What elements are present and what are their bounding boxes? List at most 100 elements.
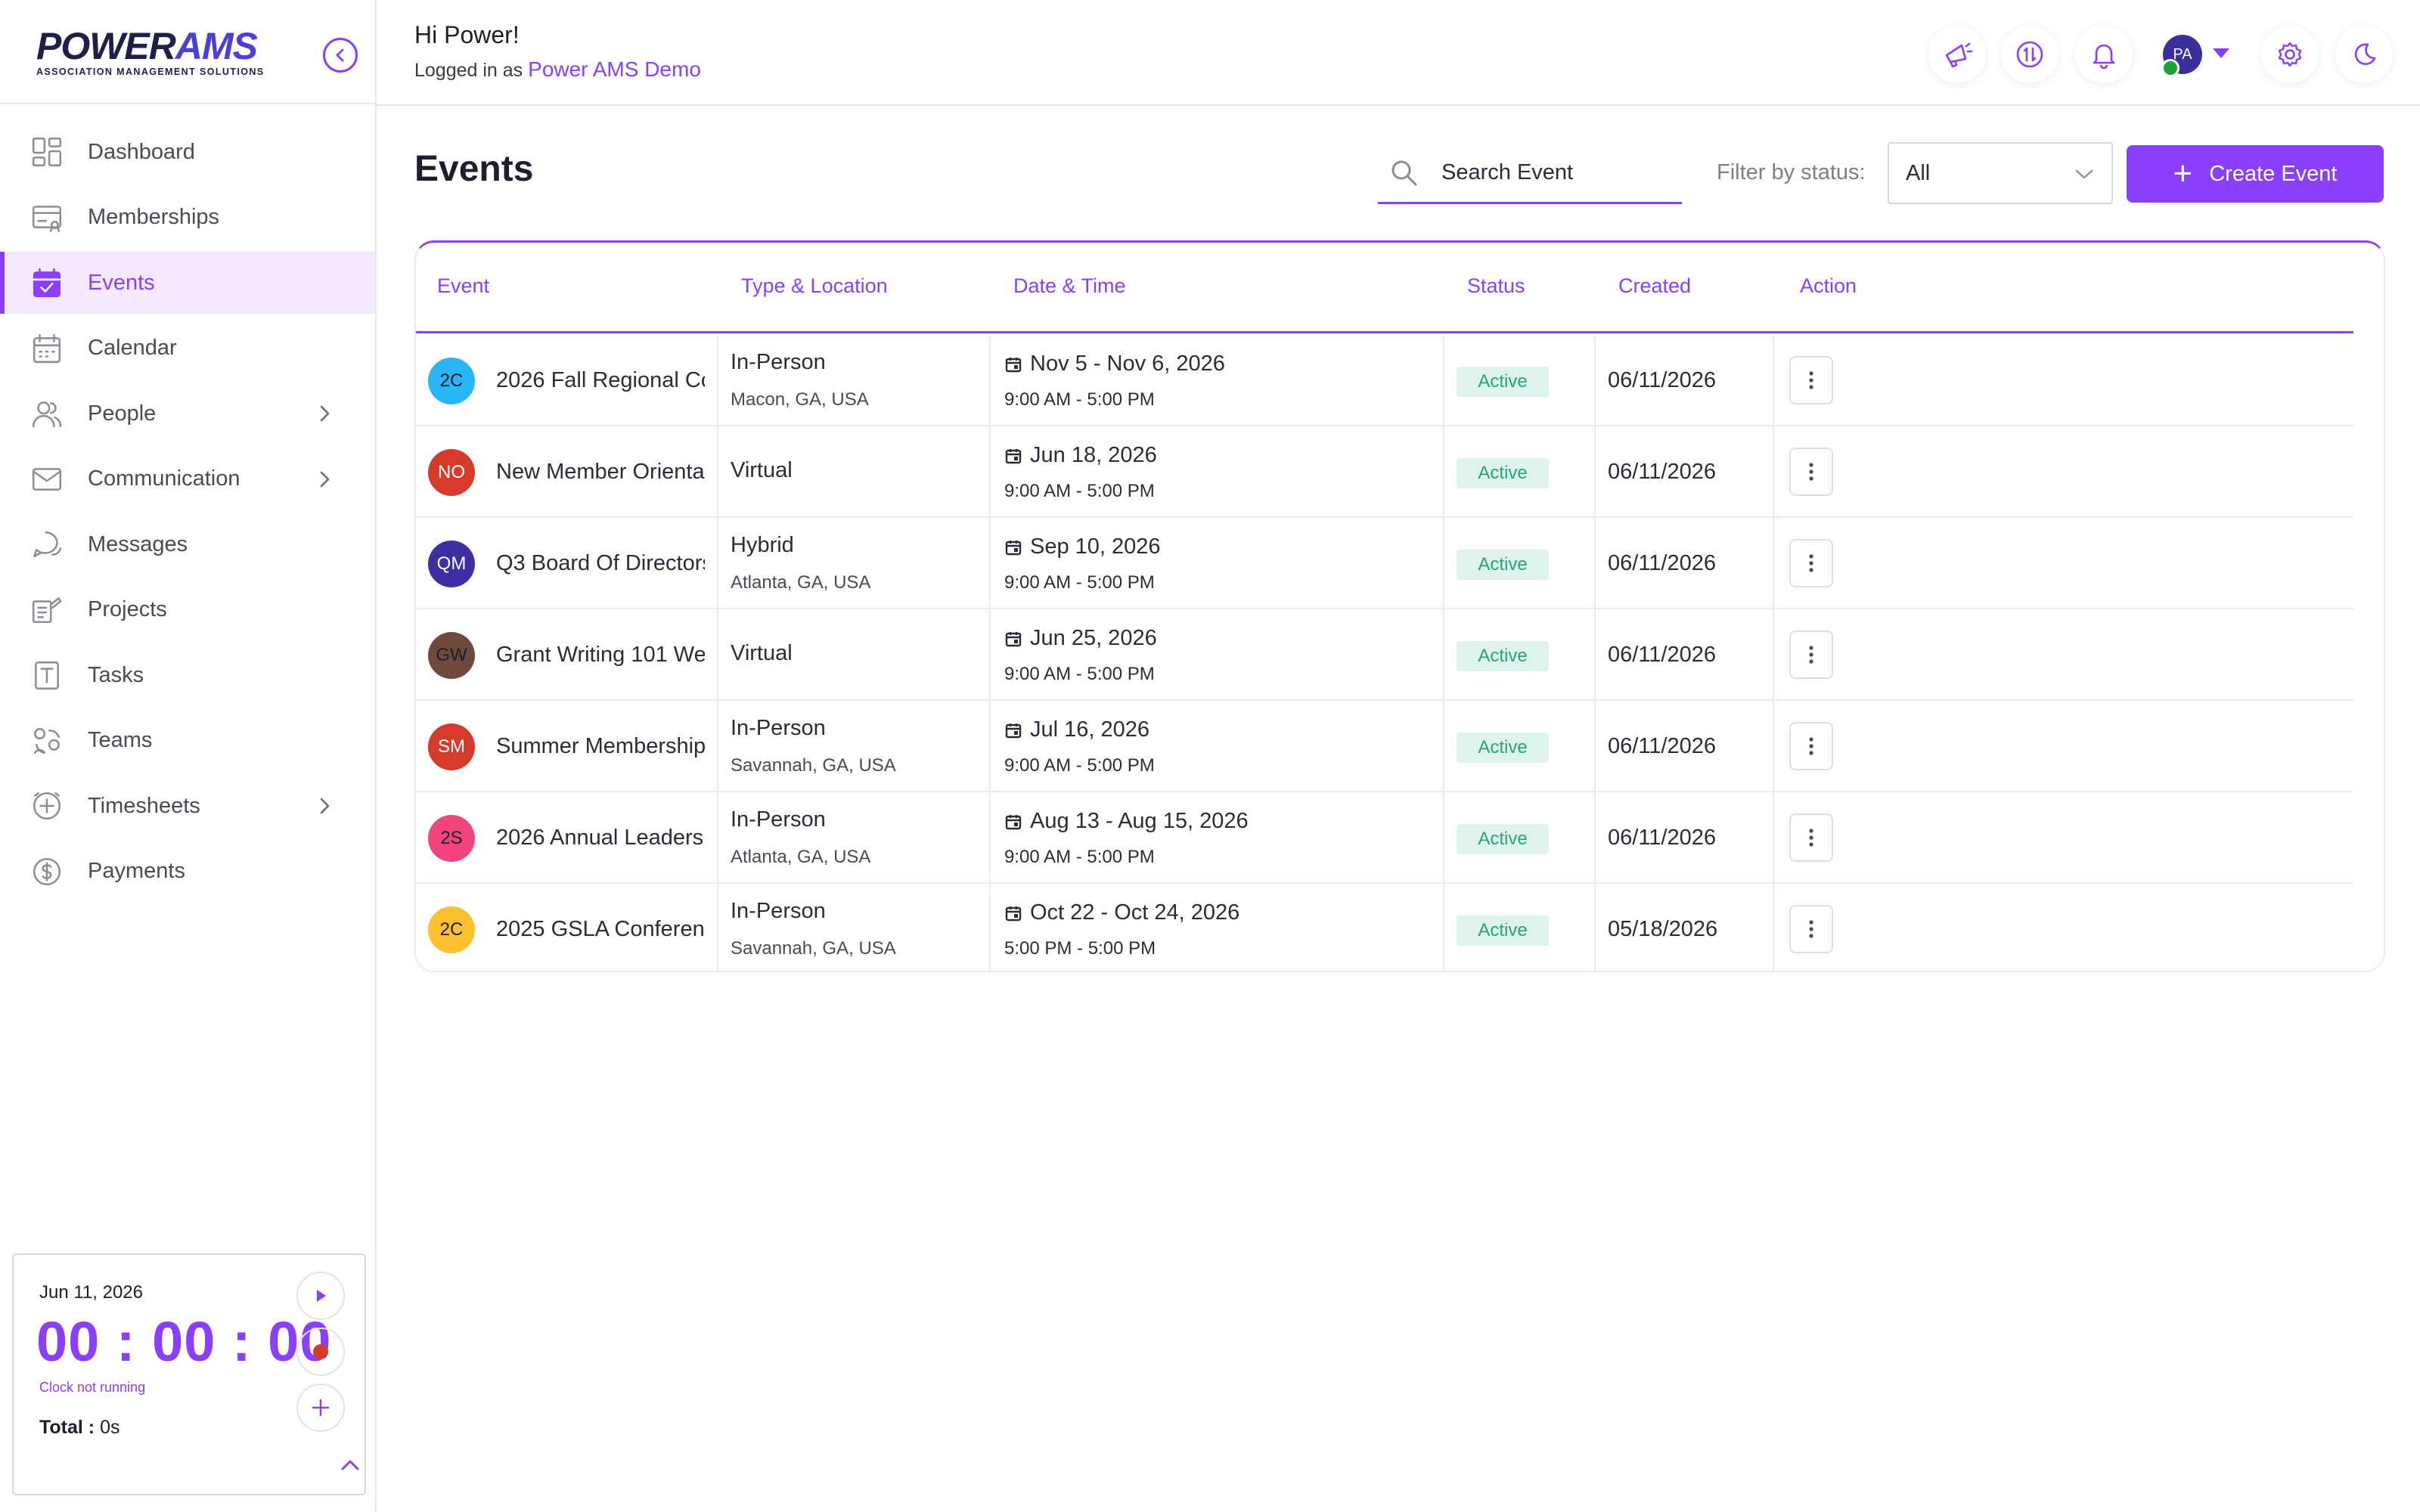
sidebar-item-tasks[interactable]: Tasks: [0, 644, 375, 706]
settings-button[interactable]: [2261, 26, 2319, 83]
column-header-event[interactable]: Event: [437, 274, 490, 297]
avatar: PA: [2163, 35, 2202, 74]
announcements-button[interactable]: [1928, 26, 1986, 83]
sidebar-item-calendar[interactable]: Calendar: [0, 318, 375, 380]
created-date: 06/11/2026: [1608, 826, 1716, 850]
sync-button[interactable]: [2001, 26, 2059, 83]
chevron-right-icon: [320, 471, 330, 487]
create-event-button[interactable]: + Create Event: [2127, 145, 2384, 203]
sidebar-item-payments[interactable]: Payments: [0, 841, 375, 903]
user-menu[interactable]: PA: [2161, 26, 2254, 83]
column-header-date-time[interactable]: Date & Time: [1013, 274, 1126, 297]
sidebar-nav: Dashboard Memberships Events Calendar People…: [0, 121, 375, 906]
sidebar-item-label: Communication: [88, 466, 240, 491]
event-avatar: 2C: [428, 358, 475, 404]
sidebar-item-people[interactable]: People: [0, 383, 375, 445]
calendar-icon: [30, 332, 64, 365]
sidebar-item-label: Memberships: [88, 205, 220, 229]
event-time: 9:00 AM - 5:00 PM: [1004, 755, 1155, 776]
projects-icon: [30, 593, 64, 627]
greeting: Hi Power!: [414, 21, 520, 48]
timer-play-button[interactable]: [296, 1272, 345, 1320]
sidebar-item-label: Calendar: [88, 336, 177, 360]
cell-divider: [717, 518, 718, 609]
cell-divider: [1594, 426, 1596, 518]
table-row[interactable]: SM Summer Membership Mixer In-Person Savann…: [416, 701, 2353, 792]
cell-divider: [1594, 335, 1596, 426]
chevron-right-icon: [320, 405, 330, 422]
kebab-menu-icon: [1809, 829, 1813, 847]
row-action-menu-button[interactable]: [1789, 631, 1833, 679]
table-row[interactable]: 2C 2026 Fall Regional Conference In-Person…: [416, 335, 2353, 426]
cell-divider: [1594, 792, 1596, 884]
row-action-menu-button[interactable]: [1789, 813, 1833, 862]
event-time: 9:00 AM - 5:00 PM: [1004, 664, 1155, 684]
cell-divider: [1443, 792, 1444, 884]
table-row[interactable]: QM Q3 Board Of Directors Meeting Hybrid Atl…: [416, 518, 2353, 609]
sidebar-item-memberships[interactable]: Memberships: [0, 187, 375, 249]
timer-total: Total : 0s: [39, 1417, 120, 1438]
cell-divider: [717, 884, 718, 971]
event-name[interactable]: Q3 Board Of Directors Meeting: [496, 551, 705, 575]
sidebar-item-label: Dashboard: [88, 139, 195, 164]
column-header-created[interactable]: Created: [1618, 274, 1692, 297]
created-date: 06/11/2026: [1608, 460, 1716, 484]
sidebar-item-messages[interactable]: Messages: [0, 513, 375, 575]
status-filter-select[interactable]: All: [1888, 142, 2113, 204]
timer-collapse-button[interactable]: [340, 1458, 360, 1476]
megaphone-icon: [1945, 42, 1973, 68]
row-action-menu-button[interactable]: [1789, 539, 1833, 587]
column-header-type-location[interactable]: Type & Location: [741, 274, 888, 297]
cell-divider: [1443, 426, 1444, 518]
event-time: 9:00 AM - 5:00 PM: [1004, 572, 1155, 593]
column-header-status[interactable]: Status: [1467, 274, 1525, 297]
org-name-link[interactable]: Power AMS Demo: [528, 57, 701, 81]
timer-clock: 00 : 00 : 00: [36, 1310, 332, 1373]
cell-divider: [989, 884, 991, 971]
search-input[interactable]: [1441, 160, 1676, 185]
sidebar-item-timesheets[interactable]: Timesheets: [0, 775, 375, 837]
event-name[interactable]: 2026 Annual Leadership Summit: [496, 826, 705, 850]
cell-divider: [717, 609, 718, 701]
cell-divider: [717, 701, 718, 792]
table-row[interactable]: 2S 2026 Annual Leadership Summit In-Person…: [416, 792, 2353, 884]
event-name[interactable]: Grant Writing 101 Webinar: [496, 643, 705, 667]
table-row[interactable]: NO New Member Orientation Virtual Jun 18, 2…: [416, 426, 2353, 518]
row-action-menu-button[interactable]: [1789, 722, 1833, 770]
row-action-menu-button[interactable]: [1789, 905, 1833, 953]
created-date: 06/11/2026: [1608, 551, 1716, 575]
event-avatar: 2C: [428, 906, 475, 953]
cell-divider: [1773, 701, 1774, 792]
status-badge: Active: [1457, 824, 1549, 854]
event-name[interactable]: 2025 GSLA Conference: [496, 917, 705, 941]
event-name[interactable]: 2026 Fall Regional Conference: [496, 368, 705, 392]
sidebar-item-projects[interactable]: Projects: [0, 579, 375, 641]
event-type: In-Person: [731, 899, 826, 923]
sidebar-item-dashboard[interactable]: Dashboard: [0, 121, 375, 183]
chat-icon: [30, 528, 64, 561]
sidebar-item-events[interactable]: Events: [0, 252, 375, 314]
cell-divider: [1443, 884, 1444, 971]
filter-label: Filter by status:: [1717, 160, 1866, 184]
event-name[interactable]: New Member Orientation: [496, 460, 705, 484]
dark-mode-toggle[interactable]: [2335, 26, 2393, 83]
timer-record-button[interactable]: [296, 1328, 345, 1376]
row-action-menu-button[interactable]: [1789, 356, 1833, 404]
sidebar-item-communication[interactable]: Communication: [0, 448, 375, 510]
notifications-button[interactable]: [2075, 26, 2133, 83]
logo-power-text: POWER: [36, 25, 176, 67]
event-type: In-Person: [731, 350, 826, 374]
sidebar-collapse-button[interactable]: [323, 38, 358, 73]
event-date: Sep 10, 2026: [1004, 534, 1161, 559]
calendar-icon: [1005, 906, 1022, 921]
timer-add-button[interactable]: [296, 1383, 345, 1432]
sidebar-item-teams[interactable]: Teams: [0, 710, 375, 772]
logo[interactable]: POWERAMS ASSOCIATION MANAGEMENT SOLUTION…: [36, 27, 265, 77]
event-name[interactable]: Summer Membership Mixer: [496, 734, 705, 758]
column-header-action: Action: [1800, 274, 1857, 297]
table-row[interactable]: 2C 2025 GSLA Conference In-Person Savannah,…: [416, 884, 2353, 971]
row-action-menu-button[interactable]: [1789, 448, 1833, 496]
cell-divider: [1773, 609, 1774, 701]
created-date: 06/11/2026: [1608, 734, 1716, 758]
table-row[interactable]: GW Grant Writing 101 Webinar Virtual Jun 25…: [416, 609, 2353, 701]
